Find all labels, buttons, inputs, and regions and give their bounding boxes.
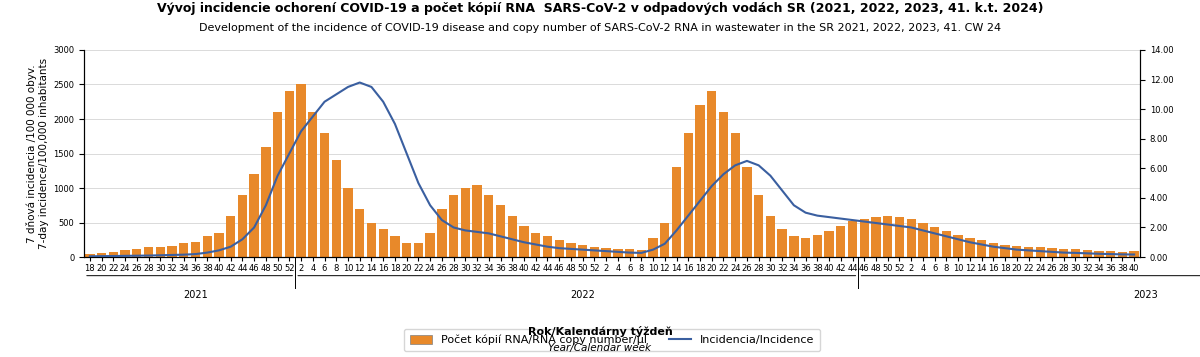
Text: Year/Calendar week: Year/Calendar week	[548, 343, 652, 353]
Bar	[284, 91, 294, 257]
Text: 2023: 2023	[1134, 290, 1158, 300]
Bar	[625, 250, 635, 257]
Bar	[355, 209, 365, 257]
Bar	[954, 235, 962, 257]
Bar	[331, 160, 341, 257]
Bar	[1036, 247, 1045, 257]
Bar	[226, 216, 235, 257]
Bar	[1048, 248, 1057, 257]
Bar	[496, 205, 505, 257]
Bar	[378, 230, 388, 257]
Text: Rok/Kalendárny týždeň: Rok/Kalendárny týždeň	[528, 326, 672, 337]
Bar	[601, 248, 611, 257]
Bar	[449, 195, 458, 257]
Bar	[648, 238, 658, 257]
Bar	[790, 236, 798, 257]
Bar	[707, 91, 716, 257]
Bar	[906, 219, 916, 257]
Bar	[238, 195, 247, 257]
Bar	[637, 250, 646, 257]
Bar	[156, 247, 164, 257]
Bar	[754, 195, 763, 257]
Bar	[520, 226, 529, 257]
Bar	[977, 241, 986, 257]
Bar	[132, 249, 142, 257]
Bar	[1082, 250, 1092, 257]
Bar	[989, 243, 998, 257]
Bar	[461, 188, 470, 257]
Bar	[1012, 246, 1021, 257]
Bar	[542, 236, 552, 257]
Bar	[484, 195, 493, 257]
Bar	[508, 216, 517, 257]
Bar	[1001, 245, 1009, 257]
Bar	[731, 133, 740, 257]
Bar	[1024, 247, 1033, 257]
Bar	[109, 252, 118, 257]
Bar	[144, 247, 154, 257]
Bar	[743, 167, 751, 257]
Bar	[179, 243, 188, 257]
Bar	[120, 250, 130, 257]
Bar	[1117, 252, 1127, 257]
Bar	[250, 174, 259, 257]
Bar	[320, 133, 329, 257]
Bar	[414, 243, 424, 257]
Bar	[191, 242, 200, 257]
Text: 2021: 2021	[184, 290, 208, 300]
Bar	[1106, 251, 1115, 257]
Bar	[965, 238, 974, 257]
Bar	[812, 235, 822, 257]
Bar	[589, 247, 599, 257]
Bar	[672, 167, 682, 257]
Bar	[262, 147, 270, 257]
Bar	[895, 217, 904, 257]
Text: 2022: 2022	[570, 290, 595, 300]
Bar	[684, 133, 692, 257]
Bar	[367, 222, 376, 257]
Bar	[859, 219, 869, 257]
Bar	[824, 231, 834, 257]
Text: Vývoj incidencie ochorení COVID-19 a počet kópií RNA  SARS-CoV-2 v odpadových vo: Vývoj incidencie ochorení COVID-19 a poč…	[157, 2, 1043, 15]
Bar	[308, 112, 318, 257]
Bar	[296, 85, 306, 257]
Bar	[1129, 251, 1139, 257]
Bar	[97, 253, 107, 257]
Bar	[719, 112, 728, 257]
Bar	[660, 222, 670, 257]
Bar	[566, 243, 576, 257]
Bar	[613, 249, 623, 257]
Bar	[85, 253, 95, 257]
Bar	[695, 105, 704, 257]
Bar	[942, 231, 952, 257]
Bar	[918, 222, 928, 257]
Bar	[766, 216, 775, 257]
Legend: Počet kópií RNA/RNA copy number/µl, Incidencia/Incidence: Počet kópií RNA/RNA copy number/µl, Inci…	[404, 329, 820, 351]
Bar	[800, 238, 810, 257]
Bar	[390, 236, 400, 257]
Bar	[203, 236, 212, 257]
Bar	[930, 227, 940, 257]
Bar	[532, 233, 540, 257]
Bar	[1060, 249, 1068, 257]
Text: Development of the incidence of COVID-19 disease and copy number of SARS-CoV-2 R: Development of the incidence of COVID-19…	[199, 23, 1001, 33]
Bar	[1070, 250, 1080, 257]
Bar	[272, 112, 282, 257]
Bar	[836, 226, 846, 257]
Bar	[473, 185, 481, 257]
Bar	[426, 233, 434, 257]
Bar	[1094, 251, 1104, 257]
Y-axis label: 7 dňová incidencia /100 000 obyv.
7-day incidence/100,000 inhabitants: 7 dňová incidencia /100 000 obyv. 7-day …	[26, 58, 49, 249]
Bar	[871, 217, 881, 257]
Bar	[437, 209, 446, 257]
Bar	[778, 230, 787, 257]
Bar	[402, 243, 412, 257]
Bar	[848, 221, 857, 257]
Bar	[883, 216, 893, 257]
Bar	[215, 233, 223, 257]
Bar	[578, 245, 587, 257]
Bar	[554, 240, 564, 257]
Bar	[167, 246, 176, 257]
Bar	[343, 188, 353, 257]
